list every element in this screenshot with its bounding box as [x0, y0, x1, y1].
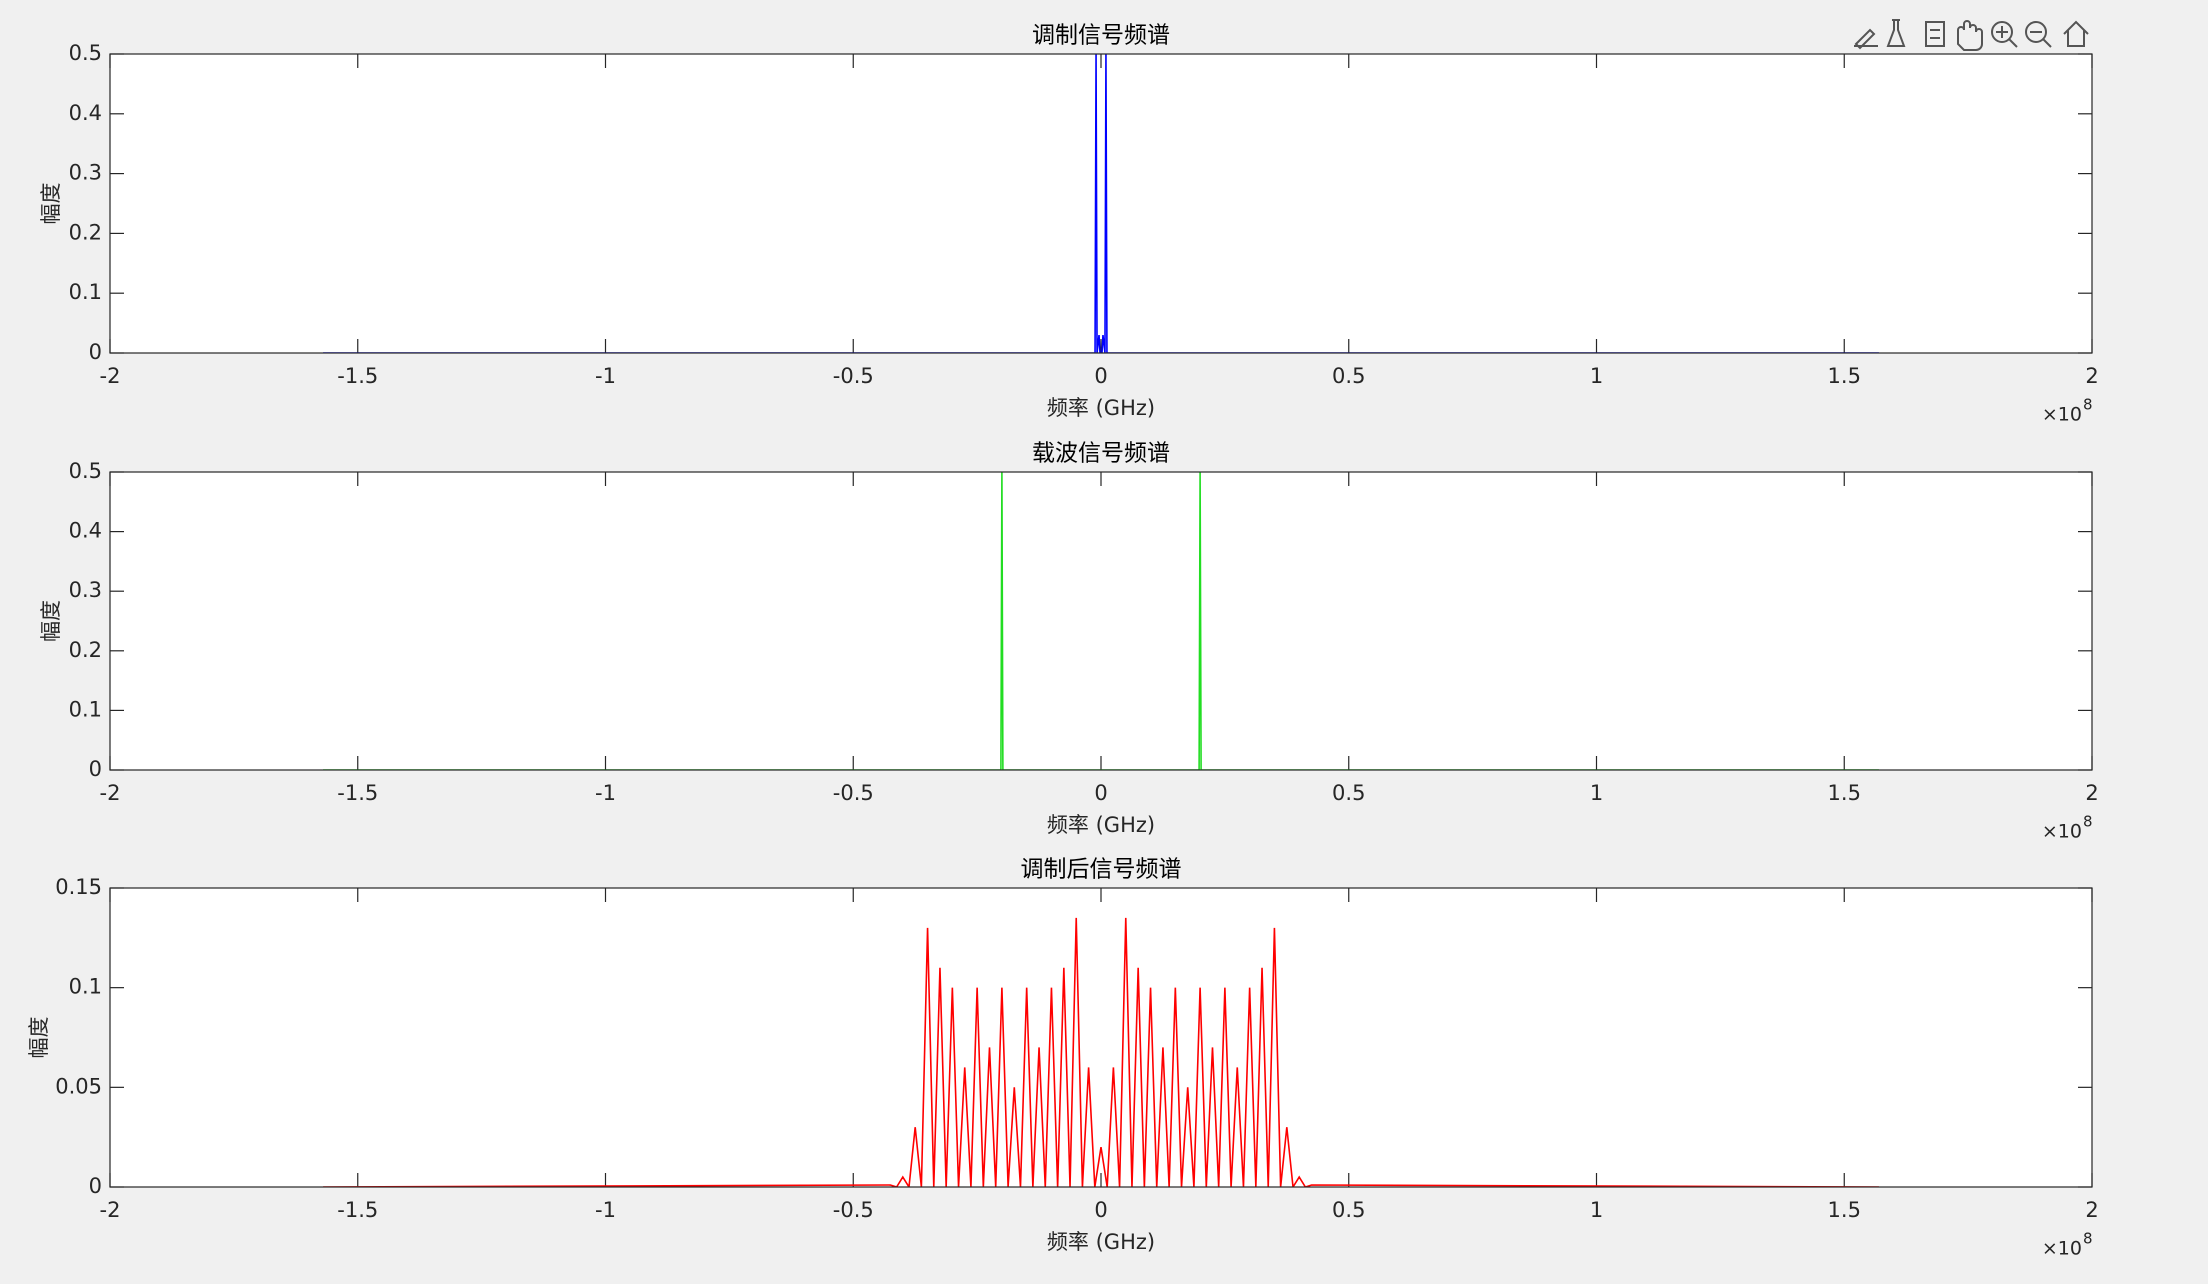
x-tick-label: 0	[1094, 1198, 1107, 1222]
y-axis-label: 幅度	[39, 600, 63, 642]
y-tick-label: 0.15	[55, 875, 102, 899]
x-tick-label: 1	[1590, 781, 1603, 805]
x-tick-label: 1.5	[1828, 781, 1861, 805]
x-tick-label: -1.5	[337, 364, 378, 388]
y-tick-label: 0.5	[69, 41, 102, 65]
x-tick-label: 1	[1590, 364, 1603, 388]
x-exponent-power: 8	[2083, 813, 2093, 831]
x-tick-label: -1	[595, 781, 616, 805]
axes-background	[110, 888, 2092, 1187]
x-tick-label: 2	[2085, 781, 2098, 805]
axes-background	[110, 54, 2092, 353]
x-exponent-power: 8	[2083, 1230, 2093, 1248]
y-axis-label: 幅度	[27, 1017, 51, 1059]
zoom-out-tool[interactable]	[2025, 21, 2052, 48]
brush-tool[interactable]	[1854, 28, 1878, 50]
legend-tool[interactable]	[1925, 21, 1945, 47]
subplot: -2 -1.5 -1 -0.5 0 0.5 1 1.5 2 0 0.1 0.2 0.3 0.4 0.5 调制信…	[39, 23, 2099, 426]
y-tick-label: 0	[89, 340, 102, 364]
x-tick-label: 0.5	[1332, 364, 1365, 388]
x-tick-label: -2	[100, 364, 121, 388]
y-tick-label: 0.05	[55, 1074, 102, 1098]
x-axis-label: 频率 (GHz)	[1047, 1230, 1155, 1254]
axes-box	[109, 471, 2093, 771]
x-tick-label: 1.5	[1828, 1198, 1861, 1222]
spectrum-line	[323, 917, 1879, 1187]
chart-title: 载波信号频谱	[1032, 441, 1170, 467]
y-tick-label: 0.4	[69, 519, 102, 543]
y-tick-label: 0	[89, 1174, 102, 1198]
x-tick-label: -1	[595, 364, 616, 388]
x-exponent-base: ×10	[2042, 1238, 2082, 1260]
axes-background	[110, 472, 2092, 770]
y-tick-label: 0.2	[69, 220, 102, 244]
y-tick-label: 0.5	[69, 459, 102, 483]
x-tick-label: 0.5	[1332, 781, 1365, 805]
x-tick-label: -1.5	[337, 781, 378, 805]
x-exponent-power: 8	[2083, 396, 2093, 414]
toolbar	[1854, 19, 2089, 51]
zoom-in-tool[interactable]	[1991, 21, 2018, 48]
x-tick-label: -0.5	[833, 364, 874, 388]
subplot: -2 -1.5 -1 -0.5 0 0.5 1 1.5 2 0 0.05 0.1 0.15 调制后信号频谱…	[27, 857, 2099, 1260]
x-tick-label: 1	[1590, 1198, 1603, 1222]
axes-box	[109, 53, 2093, 354]
y-tick-label: 0.1	[69, 975, 102, 999]
x-tick-label: -2	[100, 1198, 121, 1222]
spectrum-line	[323, 472, 1879, 770]
x-tick-label: 2	[2085, 1198, 2098, 1222]
pan-tool[interactable]	[1957, 20, 1983, 51]
data-tip-tool[interactable]	[1886, 19, 1906, 47]
x-tick-label: -0.5	[833, 1198, 874, 1222]
y-tick-label: 0	[89, 757, 102, 781]
subplot: -2 -1.5 -1 -0.5 0 0.5 1 1.5 2 0 0.1 0.2 0.3 0.4 0.5 载波信…	[39, 441, 2099, 843]
y-tick-label: 0.1	[69, 697, 102, 721]
x-tick-label: -0.5	[833, 781, 874, 805]
y-tick-label: 0.3	[69, 578, 102, 602]
y-axis-label: 幅度	[39, 183, 63, 225]
chart-title: 调制后信号频谱	[1021, 857, 1182, 883]
x-tick-label: 1.5	[1828, 364, 1861, 388]
x-axis-label: 频率 (GHz)	[1047, 813, 1155, 837]
y-tick-label: 0.3	[69, 161, 102, 185]
y-tick-label: 0.1	[69, 280, 102, 304]
x-exponent-base: ×10	[2042, 821, 2082, 843]
axes-box	[109, 887, 2093, 1188]
home-tool[interactable]	[2063, 20, 2089, 47]
x-tick-label: 0	[1094, 364, 1107, 388]
x-tick-label: 0	[1094, 781, 1107, 805]
chart-title: 调制信号频谱	[1032, 23, 1170, 49]
x-tick-label: -2	[100, 781, 121, 805]
y-tick-label: 0.4	[69, 101, 102, 125]
x-tick-label: -1.5	[337, 1198, 378, 1222]
x-axis-label: 频率 (GHz)	[1047, 396, 1155, 420]
x-exponent-base: ×10	[2042, 404, 2082, 426]
x-tick-label: 0.5	[1332, 1198, 1365, 1222]
x-tick-label: 2	[2085, 364, 2098, 388]
x-tick-label: -1	[595, 1198, 616, 1222]
y-tick-label: 0.2	[69, 638, 102, 662]
